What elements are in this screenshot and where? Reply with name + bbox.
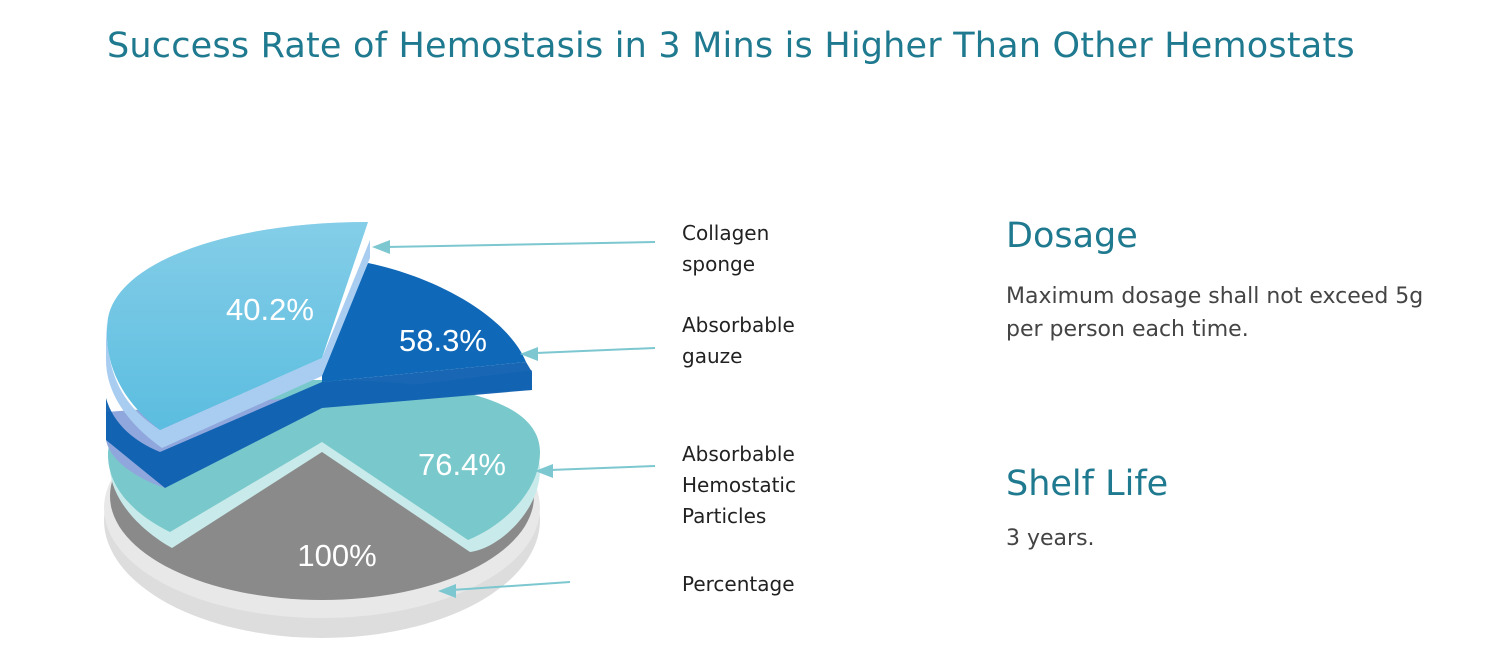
leader-line-percentage — [438, 581, 571, 598]
legend-label-particles: Absorbable Hemostatic Particles — [682, 442, 796, 528]
leader-line-particles — [535, 464, 656, 478]
value-label-particles: 76.4% — [418, 447, 506, 482]
leader-line-gauze — [520, 347, 656, 361]
dosage-heading: Dosage — [1006, 216, 1138, 256]
shelf-life-text: 3 years. — [1006, 526, 1095, 551]
value-label-collagen: 40.2% — [226, 292, 314, 327]
shelf-life-heading: Shelf Life — [1006, 464, 1169, 504]
leader-line-collagen — [372, 240, 656, 254]
dosage-text: Maximum dosage shall not exceed 5g per p… — [1006, 284, 1424, 342]
legend-label-percentage: Percentage — [682, 572, 795, 596]
legend-label-collagen: Collagen sponge — [682, 221, 770, 276]
slice-gauze-edge — [106, 362, 532, 488]
slice-collagen-shine — [106, 222, 368, 430]
slice-gauze-top — [322, 263, 526, 382]
value-label-percentage: 100% — [297, 538, 376, 573]
value-label-gauze: 58.3% — [399, 323, 487, 358]
chart-title: Success Rate of Hemostasis in 3 Mins is … — [107, 26, 1355, 66]
legend-label-gauze: Absorbable gauze — [682, 313, 795, 368]
slice-collagen-side — [106, 240, 370, 448]
